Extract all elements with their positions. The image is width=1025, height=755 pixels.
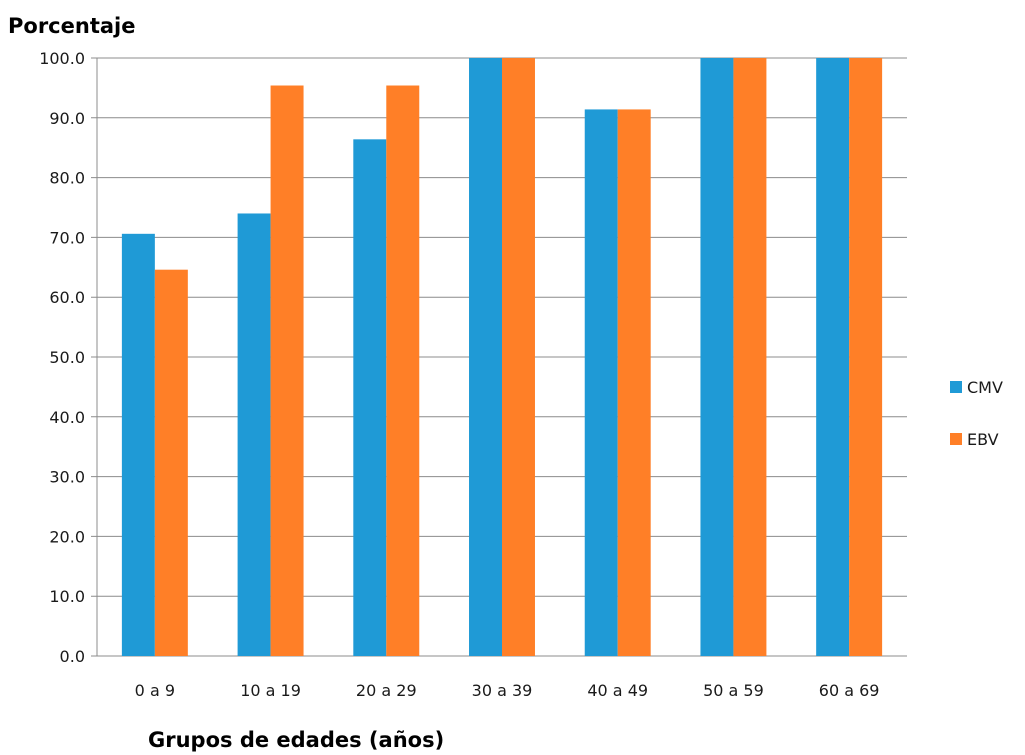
x-tick-label: 20 a 29	[356, 681, 417, 700]
y-tick-label: 90.0	[49, 109, 85, 128]
bars	[121, 58, 883, 657]
bar-cmv-5	[700, 58, 734, 656]
bar-cmv-4	[584, 109, 618, 657]
bar-cmv-3	[469, 58, 502, 656]
y-tick-label: 60.0	[49, 288, 85, 307]
y-tick-label: 0.0	[60, 647, 85, 666]
bar-ebv-1	[270, 85, 304, 657]
x-tick-label: 50 a 59	[703, 681, 764, 700]
bar-ebv-5	[733, 58, 767, 656]
bar-ebv-2	[386, 85, 420, 657]
x-tick-label: 0 a 9	[135, 681, 175, 700]
legend: CMV EBV	[950, 378, 1003, 449]
y-tick-label: 30.0	[49, 468, 85, 487]
y-tick-labels: 0.0 10.0 20.0 30.0 40.0 50.0 60.0 70.0 80.0 90.0 1…	[39, 49, 85, 666]
legend-swatch-ebv	[950, 433, 962, 445]
y-axis-title: Porcentaje	[8, 14, 135, 38]
bar-cmv-1	[237, 213, 271, 657]
bar-cmv-0	[121, 233, 155, 656]
bar-cmv-6	[816, 58, 850, 656]
y-tick-label: 100.0	[39, 49, 85, 68]
y-tick-label: 10.0	[49, 587, 85, 606]
legend-label-ebv: EBV	[967, 430, 999, 449]
bar-ebv-4	[617, 109, 651, 657]
y-tick-label: 40.0	[49, 408, 85, 427]
bar-ebv-6	[849, 58, 883, 656]
y-tick-label: 20.0	[49, 527, 85, 546]
bar-cmv-2	[353, 139, 387, 656]
x-tick-labels: 0 a 9 10 a 19 20 a 29 30 a 39 40 a 49 50 a 59…	[135, 681, 880, 700]
bar-ebv-0	[154, 269, 188, 656]
y-tick-label: 70.0	[49, 228, 85, 247]
x-tick-label: 60 a 69	[819, 681, 880, 700]
legend-swatch-cmv	[950, 381, 962, 393]
x-tick-label: 10 a 19	[240, 681, 301, 700]
y-tick-label: 50.0	[49, 348, 85, 367]
x-axis-title: Grupos de edades (años)	[148, 728, 444, 752]
x-tick-label: 40 a 49	[587, 681, 648, 700]
x-tick-label: 30 a 39	[472, 681, 533, 700]
legend-label-cmv: CMV	[967, 378, 1003, 397]
bar-ebv-3	[502, 58, 535, 656]
y-tick-label: 80.0	[49, 169, 85, 188]
